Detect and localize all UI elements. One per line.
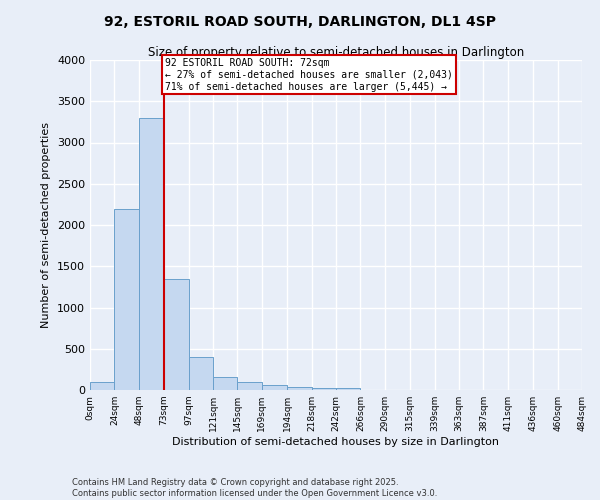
Bar	[311, 388, 336, 390]
X-axis label: Distribution of semi-detached houses by size in Darlington: Distribution of semi-detached houses by …	[173, 437, 499, 447]
Bar	[115, 208, 139, 390]
Bar	[336, 388, 361, 390]
Bar	[238, 382, 262, 390]
Text: Contains HM Land Registry data © Crown copyright and database right 2025.
Contai: Contains HM Land Registry data © Crown c…	[72, 478, 437, 498]
Y-axis label: Number of semi-detached properties: Number of semi-detached properties	[41, 122, 52, 328]
Bar	[139, 118, 164, 390]
Bar	[262, 385, 287, 390]
Text: 92 ESTORIL ROAD SOUTH: 72sqm
← 27% of semi-detached houses are smaller (2,043)
7: 92 ESTORIL ROAD SOUTH: 72sqm ← 27% of se…	[165, 58, 453, 92]
Bar	[213, 377, 238, 390]
Bar	[188, 357, 213, 390]
Bar	[164, 278, 188, 390]
Text: 92, ESTORIL ROAD SOUTH, DARLINGTON, DL1 4SP: 92, ESTORIL ROAD SOUTH, DARLINGTON, DL1 …	[104, 15, 496, 29]
Bar	[287, 386, 311, 390]
Bar	[90, 382, 115, 390]
Title: Size of property relative to semi-detached houses in Darlington: Size of property relative to semi-detach…	[148, 46, 524, 59]
